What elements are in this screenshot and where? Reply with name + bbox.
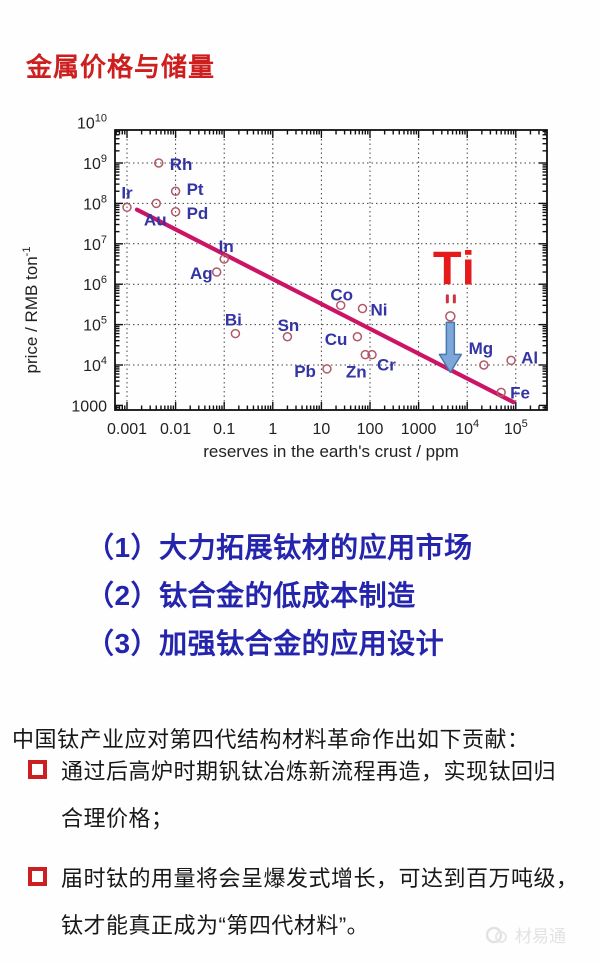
x-tick-label: 0.01 <box>160 421 191 438</box>
ti-highlight-label: Ti <box>433 241 476 294</box>
quote-mark-icon <box>452 294 456 304</box>
data-point-Cu <box>352 332 363 342</box>
element-label-Rh: Rh <box>170 155 193 174</box>
red-square-bullet-icon <box>28 760 47 779</box>
element-label-Sn: Sn <box>278 316 300 335</box>
y-tick-label: 106 <box>83 274 107 294</box>
x-tick-label: 10 <box>313 421 331 438</box>
data-point-Al <box>506 355 516 366</box>
y-tick-label: 108 <box>83 193 107 213</box>
data-point-Ag <box>211 267 222 277</box>
bullet-text: 通过后高炉时期钒钛冶炼新流程再造，实现钛回归 合理价格； <box>61 759 557 831</box>
element-label-Zn: Zn <box>346 363 367 382</box>
element-label-Co: Co <box>330 285 353 304</box>
element-label-Ag: Ag <box>190 264 213 283</box>
bullet-item: 通过后高炉时期钒钛冶炼新流程再造，实现钛回归 合理价格； <box>0 748 600 842</box>
watermark-logo-icon <box>486 926 507 943</box>
contribution-heading: 中国钛产业应对第四代结构材料革命作出如下贡献： <box>12 727 530 752</box>
element-label-Mg: Mg <box>469 339 494 358</box>
x-tick-label: 1000 <box>401 421 437 438</box>
contribution-bullets: 通过后高炉时期钒钛冶炼新流程再造，实现钛回归 合理价格； 届时钛的用量将会呈爆发… <box>0 748 600 962</box>
data-point-Ti <box>445 311 456 322</box>
element-label-Au: Au <box>144 210 167 229</box>
bullet-text: 届时钛的用量将会呈爆发式增长，可达到百万吨级， 钛才能真正成为“第四代材料”。 <box>61 866 579 938</box>
data-point-Fe <box>496 387 506 398</box>
data-point-Pt <box>170 186 181 196</box>
data-point-Zn <box>360 349 371 360</box>
data-point-Cr <box>367 349 377 360</box>
price-reserves-chart: 0.001 0.01 0.1 1 10 100 1000 104 105 1000 104 105 10… <box>20 95 580 480</box>
data-point-Rh <box>153 158 164 168</box>
x-tick-label: 104 <box>455 418 479 438</box>
element-label-Al: Al <box>521 348 538 367</box>
data-point-Pd <box>170 207 181 217</box>
quote-mark-icon <box>445 294 449 304</box>
element-label-In: In <box>219 237 234 256</box>
x-tick-label: 1 <box>268 421 277 438</box>
y-tick-label: 107 <box>83 234 107 254</box>
red-square-bullet-icon <box>28 867 47 886</box>
y-tick-label: 1000 <box>71 398 107 415</box>
element-label-Cr: Cr <box>377 356 396 375</box>
y-tick-label: 109 <box>83 153 107 173</box>
element-label-Pb: Pb <box>294 362 316 381</box>
y-tick-label: 1010 <box>77 113 107 133</box>
data-point-Sn <box>282 332 293 342</box>
watermark: 材易通 <box>486 922 566 947</box>
element-label-Ir: Ir <box>121 183 133 202</box>
scatter-plot: 0.001 0.01 0.1 1 10 100 1000 104 105 1000 104 105 10… <box>21 113 548 461</box>
plot-frame <box>114 129 548 411</box>
y-tick-label: 105 <box>83 315 107 335</box>
y-tick-label: 104 <box>83 355 107 375</box>
x-tick-label: 105 <box>504 418 528 438</box>
element-label-Cu: Cu <box>325 330 348 349</box>
y-axis-title: price / RMB ton-1 <box>21 247 41 374</box>
data-point-Co <box>335 300 346 311</box>
strategy-item-3: （3）加强钛合金的应用设计 <box>86 628 445 659</box>
data-point-In <box>219 254 229 264</box>
data-point-Bi <box>230 328 241 339</box>
data-point-Ir <box>122 202 132 213</box>
x-axis-title: reserves in the earth's crust / ppm <box>203 442 459 461</box>
element-label-Bi: Bi <box>225 311 242 330</box>
page-title: 金属价格与储量 <box>26 52 216 83</box>
bullet-item: 届时钛的用量将会呈爆发式增长，可达到百万吨级， 钛才能真正成为“第四代材料”。 <box>0 855 600 949</box>
x-tick-label: 0.001 <box>107 421 147 438</box>
down-arrow-icon <box>438 321 463 374</box>
element-label-Ni: Ni <box>370 301 387 320</box>
element-label-Pt: Pt <box>187 180 204 199</box>
strategy-item-1: （1）大力拓展钛材的应用市场 <box>86 532 473 563</box>
data-point-Mg <box>479 360 489 370</box>
data-point-Ni <box>357 303 368 314</box>
element-label-Pd: Pd <box>187 204 209 223</box>
data-point-Pb <box>322 364 332 374</box>
watermark-text: 材易通 <box>515 927 566 946</box>
element-label-Fe: Fe <box>510 383 530 402</box>
data-point-Au <box>151 198 162 209</box>
x-tick-label: 0.1 <box>213 421 235 438</box>
x-tick-label: 100 <box>357 421 384 438</box>
strategy-list: （1）大力拓展钛材的应用市场 （2）钛合金的低成本制造 （3）加强钛合金的应用设… <box>86 526 566 670</box>
strategy-item-2: （2）钛合金的低成本制造 <box>86 580 416 611</box>
